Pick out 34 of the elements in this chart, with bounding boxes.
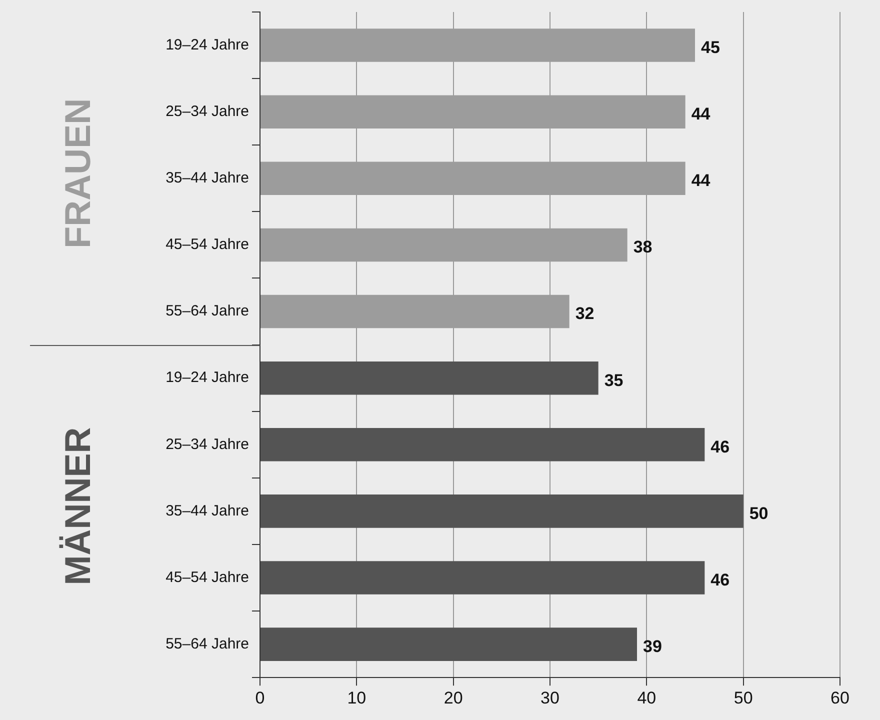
data-label: 46 [710, 437, 730, 456]
x-tick-label: 50 [734, 688, 753, 708]
x-tick-label: 60 [830, 688, 850, 708]
data-label: 45 [701, 38, 720, 57]
data-label: 35 [604, 370, 624, 390]
data-label: 32 [575, 304, 594, 324]
x-tick-label: 10 [347, 688, 366, 708]
x-tick-label: 0 [255, 688, 265, 708]
text: FRAUEN [56, 98, 98, 248]
bar [260, 494, 744, 528]
y-tick-label: 35–44 Jahre [166, 170, 249, 187]
y-tick-label: 55–64 Jahre [166, 635, 249, 652]
bar [260, 361, 598, 395]
y-tick-label: 19–24 Jahre [166, 369, 249, 386]
y-tick-label: 45–54 Jahre [166, 568, 249, 586]
data-label: 44 [691, 104, 711, 124]
text: MÄNNER [56, 427, 98, 586]
bar [260, 428, 705, 462]
y-tick-label: 45–54 Jahre [166, 236, 249, 254]
data-label: 50 [749, 504, 768, 523]
bar [260, 628, 637, 661]
data-label: 46 [710, 570, 730, 590]
y-tick-label: 55–64 Jahre [166, 302, 249, 320]
data-label: 39 [643, 637, 662, 656]
bar [260, 561, 705, 594]
x-tick-label: 20 [444, 688, 463, 708]
data-label: 44 [691, 171, 711, 190]
x-tick-label: 30 [540, 688, 560, 708]
y-tick-label: 25–34 Jahre [166, 102, 249, 120]
data-label: 38 [633, 238, 652, 257]
y-tick-label: 25–34 Jahre [166, 436, 249, 453]
y-tick-label: 19–24 Jahre [166, 36, 249, 54]
y-tick-label: 35–44 Jahre [166, 502, 249, 520]
x-tick-label: 40 [637, 688, 656, 708]
